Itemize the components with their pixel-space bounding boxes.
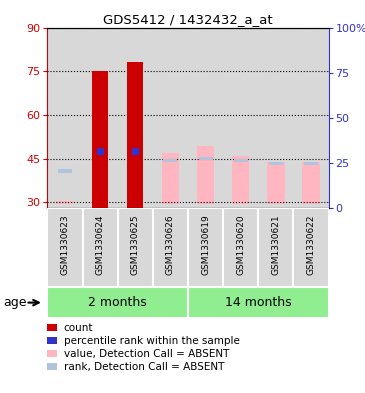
Bar <box>258 28 293 208</box>
Text: GSM1330623: GSM1330623 <box>61 215 69 275</box>
Text: age: age <box>4 296 27 309</box>
Bar <box>197 145 214 204</box>
Text: GSM1330622: GSM1330622 <box>307 215 315 275</box>
Text: GSM1330626: GSM1330626 <box>166 215 175 275</box>
Text: GSM1330621: GSM1330621 <box>271 215 280 275</box>
Text: 2 months: 2 months <box>88 296 147 309</box>
Bar <box>188 287 328 318</box>
Bar <box>92 71 108 208</box>
Bar <box>47 287 188 318</box>
Text: 14 months: 14 months <box>225 296 292 309</box>
Bar <box>188 208 223 287</box>
Text: GSM1330624: GSM1330624 <box>96 215 105 275</box>
Bar <box>82 208 118 287</box>
Bar <box>293 208 328 287</box>
Text: GSM1330625: GSM1330625 <box>131 215 140 275</box>
Bar <box>234 159 248 162</box>
Text: value, Detection Call = ABSENT: value, Detection Call = ABSENT <box>64 349 229 359</box>
Text: rank, Detection Call = ABSENT: rank, Detection Call = ABSENT <box>64 362 224 372</box>
Bar <box>269 162 283 165</box>
Text: percentile rank within the sample: percentile rank within the sample <box>64 336 240 345</box>
Bar <box>164 159 177 162</box>
Bar <box>302 162 320 204</box>
Text: GSM1330620: GSM1330620 <box>236 215 245 275</box>
Bar <box>47 208 82 287</box>
Bar <box>118 28 153 208</box>
Bar <box>153 208 188 287</box>
Bar <box>223 208 258 287</box>
Text: count: count <box>64 323 93 332</box>
Bar <box>188 28 223 208</box>
Bar <box>162 153 179 204</box>
Bar <box>199 157 212 160</box>
Bar <box>56 201 74 204</box>
Bar <box>153 28 188 208</box>
Bar <box>258 208 293 287</box>
Bar <box>47 28 82 208</box>
Bar <box>232 156 249 204</box>
Bar <box>58 169 72 173</box>
Text: GSM1330619: GSM1330619 <box>201 215 210 275</box>
Bar <box>118 208 153 287</box>
Title: GDS5412 / 1432432_a_at: GDS5412 / 1432432_a_at <box>103 13 273 26</box>
Bar <box>304 162 318 165</box>
Bar <box>293 28 328 208</box>
Bar <box>82 28 118 208</box>
Bar <box>223 28 258 208</box>
Bar <box>127 62 143 208</box>
Bar <box>267 162 285 204</box>
